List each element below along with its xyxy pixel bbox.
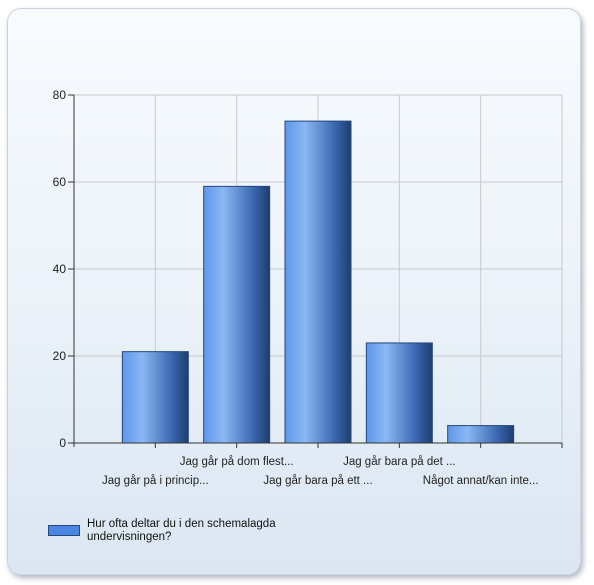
x-tick-label: Något annat/kan inte... xyxy=(423,475,539,487)
bar xyxy=(447,425,515,444)
x-tick-label: Jag går på i princip... xyxy=(102,475,209,487)
y-tick-label: 80 xyxy=(53,88,67,102)
bar xyxy=(121,351,189,444)
x-tick-label: Jag går på dom flest... xyxy=(180,456,294,468)
bar xyxy=(203,185,271,444)
legend-label: Hur ofta deltar du i den schemalagda und… xyxy=(87,518,276,543)
y-tick-label: 0 xyxy=(59,436,66,450)
bar xyxy=(365,342,433,444)
axes: 0 20 40 60 80 Jag går på i princip... Jag går … xyxy=(53,88,563,487)
x-tick-label: Jag går bara på det ... xyxy=(343,456,456,468)
bars xyxy=(121,120,515,444)
x-tick-label: Jag går bara på ett ... xyxy=(263,475,372,487)
y-tick-label: 20 xyxy=(53,349,67,363)
legend-swatch xyxy=(48,525,80,536)
y-tick-label: 60 xyxy=(53,175,67,189)
legend: Hur ofta deltar du i den schemalagda und… xyxy=(48,518,317,544)
y-tick-label: 40 xyxy=(53,262,67,276)
bar xyxy=(284,120,352,444)
